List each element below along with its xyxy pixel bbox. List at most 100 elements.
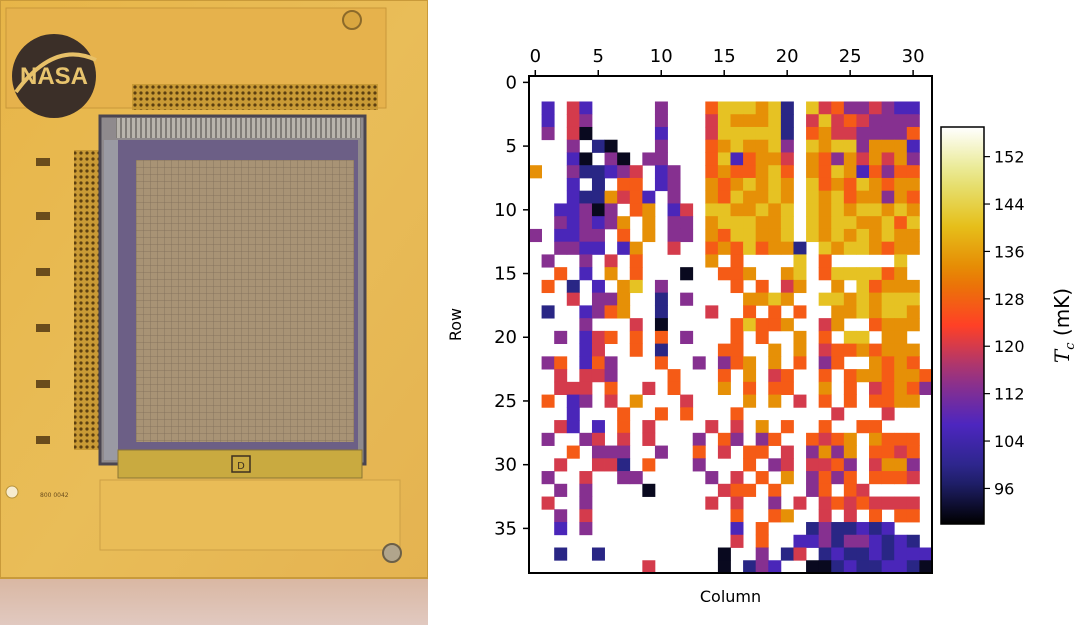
heatmap-cell [831, 407, 845, 421]
heatmap-cell [881, 267, 895, 281]
heatmap-cell [705, 203, 719, 217]
heatmap-cell [755, 241, 769, 255]
heatmap-cell [806, 165, 820, 179]
heatmap-cell [755, 165, 769, 179]
heatmap-cell [654, 101, 668, 115]
heatmap-cell [881, 522, 895, 536]
heatmap-cell [743, 228, 757, 243]
y-axis: 0 5 10 15 20 25 30 35 [494, 72, 529, 539]
colorbar [940, 126, 985, 525]
heatmap-cell [881, 394, 895, 408]
heatmap-cell [869, 381, 883, 395]
heatmap-cell [818, 165, 832, 179]
heatmap-cell [780, 267, 794, 281]
heatmap-cell [566, 216, 580, 230]
heatmap-cell [831, 496, 845, 510]
x-tick-label: 25 [839, 46, 862, 67]
heatmap-cell [629, 241, 643, 255]
heatmap-cell [843, 152, 857, 166]
heatmap-cell [856, 305, 870, 319]
heatmap-cell [843, 177, 857, 192]
heatmap-cell [881, 114, 895, 128]
heatmap-cell [554, 420, 568, 434]
heatmap-cell [818, 152, 832, 166]
heatmap-cell [768, 177, 782, 192]
heatmap-cell [629, 394, 643, 408]
heatmap-cell [604, 394, 618, 408]
tc-heatmap-chart: 0 5 10 15 20 25 30 0 5 10 15 20 25 30 35 Column Row 9… [446, 46, 1078, 606]
heatmap-cell [894, 458, 908, 472]
heatmap-cell [831, 318, 845, 332]
heatmap-cell [881, 343, 895, 357]
heatmap-cell [869, 356, 883, 370]
heatmap-cell [629, 190, 643, 204]
heatmap-cell [919, 547, 933, 561]
heatmap-cell [894, 165, 908, 179]
heatmap-cell [705, 420, 719, 434]
heatmap-cell [818, 458, 832, 472]
heatmap-cell [680, 267, 694, 281]
heatmap-cell [604, 458, 618, 472]
heatmap-cell [793, 356, 807, 370]
heatmap-cell [566, 126, 580, 141]
heatmap-cell [579, 114, 593, 128]
heatmap-cell [906, 279, 920, 294]
heatmap-cell [730, 522, 744, 536]
heatmap-cell [730, 432, 744, 446]
heatmap-cell [881, 292, 895, 306]
heatmap-cell [604, 369, 618, 383]
heatmap-cell [755, 203, 769, 217]
heatmap-cell [579, 254, 593, 268]
heatmap-cell [768, 190, 782, 204]
heatmap-cell [768, 292, 782, 306]
heatmap-cell [869, 420, 883, 434]
heatmap-cell [894, 369, 908, 383]
heatmap-cell [843, 483, 857, 497]
heatmap-cell [856, 292, 870, 306]
heatmap-cell [856, 139, 870, 153]
board-mark: 800 0042 [40, 492, 69, 499]
heatmap-cell [629, 318, 643, 332]
heatmap-cell [730, 152, 744, 166]
heatmap-cell [591, 203, 605, 217]
heatmap-cell [818, 101, 832, 115]
heatmap-cell [793, 267, 807, 281]
heatmap-cell [869, 267, 883, 281]
heatmap-cell [755, 101, 769, 115]
heatmap-cell [667, 241, 681, 255]
heatmap-cell [806, 152, 820, 166]
heatmap-cell [793, 279, 807, 294]
heatmap-cell [692, 458, 706, 472]
heatmap-cell [717, 560, 731, 574]
heatmap-cell [906, 343, 920, 357]
heatmap-cell [768, 432, 782, 446]
heatmap-cell [906, 126, 920, 141]
heatmap-cell [793, 496, 807, 510]
heatmap-cell [743, 165, 757, 179]
heatmap-cell [843, 394, 857, 408]
heatmap-cell [667, 177, 681, 192]
heatmap-cell [642, 190, 656, 204]
heatmap-cell [869, 152, 883, 166]
heatmap-cell [906, 432, 920, 446]
heatmap-cell [894, 177, 908, 192]
heatmap-cell [591, 432, 605, 446]
heatmap-cell [856, 547, 870, 561]
heatmap-cell [591, 445, 605, 459]
heatmap-cell [843, 292, 857, 306]
heatmap-cell [566, 241, 580, 255]
heatmap-cell [768, 216, 782, 230]
heatmap-cell [780, 471, 794, 485]
heatmap-cell [856, 343, 870, 357]
heatmap-cell [743, 114, 757, 128]
heatmap-cell [730, 228, 744, 243]
heatmap-cell [906, 369, 920, 383]
heatmap-cell [806, 458, 820, 472]
heatmap-cell [680, 228, 694, 243]
heatmap-cell [604, 190, 618, 204]
colorbar-tick-label: 112 [994, 385, 1025, 404]
heatmap-cell [906, 216, 920, 230]
heatmap-cell [541, 101, 555, 115]
heatmap-cell [768, 458, 782, 472]
heatmap-cell [579, 343, 593, 357]
